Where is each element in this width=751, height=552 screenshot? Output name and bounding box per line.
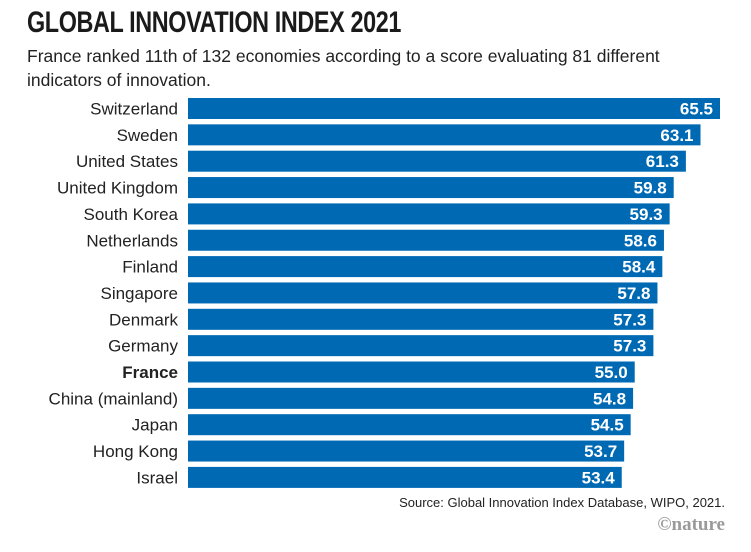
category-label: China (mainland) [49,389,178,408]
bar [188,98,720,119]
bar-row: United States 61.3 [76,150,686,172]
value-label: 57.3 [613,310,646,329]
value-label: 54.8 [593,389,626,408]
bar-row: China (mainland) 54.8 [49,387,634,409]
category-label: Switzerland [90,100,178,119]
chart-title: GLOBAL INNOVATION INDEX 2021 [27,6,401,39]
value-label: 59.8 [634,179,667,198]
category-label: United Kingdom [57,179,178,198]
category-label: France [122,363,178,382]
bar [188,203,670,225]
bar [188,308,654,330]
bar [188,361,635,383]
bar [188,440,625,462]
category-label: Hong Kong [93,442,178,461]
bar [188,256,663,278]
bar [188,414,631,436]
bar-row: Switzerland 65.5 [90,98,720,119]
value-label: 58.6 [624,231,657,250]
category-label: Israel [136,468,178,487]
bar-row: Netherlands 58.6 [86,229,664,251]
category-label: Finland [122,258,178,277]
category-label: Singapore [100,284,178,303]
bar-row: Sweden 63.1 [117,124,701,146]
category-label: South Korea [83,205,178,224]
nature-credit-logo: ©nature [657,514,725,535]
bar [188,229,664,251]
category-label: Denmark [109,310,178,329]
bar-row: France 55.0 [122,361,635,383]
value-label: 53.7 [584,442,617,461]
bar [188,335,654,357]
bar-row: Singapore 57.8 [100,282,658,304]
chart-subtitle: France ranked 11th of 132 economies acco… [27,46,660,90]
value-label: 57.3 [613,337,646,356]
value-label: 63.1 [660,126,693,145]
bar [188,282,658,304]
category-label: Germany [108,337,178,356]
bar [188,150,686,172]
source-note: Source: Global Innovation Index Database… [399,495,725,510]
bar-row: Hong Kong 53.7 [93,440,625,462]
value-label: 55.0 [595,363,628,382]
category-label: Japan [132,416,178,435]
value-label: 65.5 [680,100,713,119]
value-label: 58.4 [622,258,656,277]
bar-row: United Kingdom 59.8 [57,177,674,199]
bar [188,177,674,199]
bar-row: Finland 58.4 [122,256,663,278]
category-label: Sweden [117,126,178,145]
bar [188,124,701,146]
value-label: 59.3 [630,205,663,224]
bar [188,466,622,488]
bar-row: Germany 57.3 [108,335,654,357]
value-label: 53.4 [582,468,616,487]
bar-row: South Korea 59.3 [83,203,670,225]
value-label: 61.3 [646,152,679,171]
bar-row: Israel 53.4 [136,466,622,488]
bar-row: Denmark 57.3 [109,308,654,330]
bar [188,387,634,409]
bar-row: Japan 54.5 [132,414,631,436]
value-label: 57.8 [617,284,650,303]
category-label: United States [76,152,178,171]
value-label: 54.5 [591,416,624,435]
category-label: Netherlands [86,231,178,250]
